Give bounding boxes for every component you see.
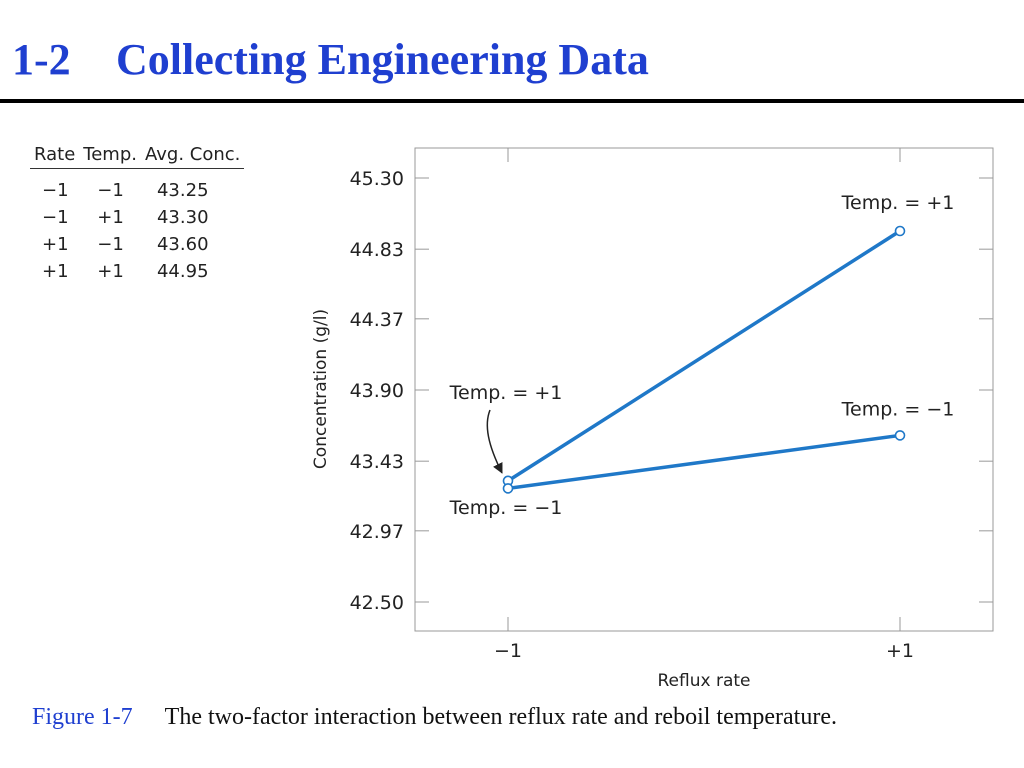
y-axis-label: Concentration (g/l) xyxy=(311,309,331,469)
table-cell-rate: +1 xyxy=(42,234,69,255)
title-rule xyxy=(0,99,1024,103)
table-header-rate: Rate xyxy=(30,144,80,169)
table-header-temp: Temp. xyxy=(79,144,141,169)
annotation-label: Temp. = −1 xyxy=(841,398,955,420)
y-tick-label: 44.37 xyxy=(350,309,404,331)
annotation-layer: Temp. = +1 Temp. = −1 Temp. = +1 Temp. = −1 xyxy=(449,192,955,519)
annotation-label: Temp. = +1 xyxy=(449,382,563,404)
figure-label: Figure 1-7 xyxy=(32,704,133,730)
table-cell-temp: +1 xyxy=(97,261,124,282)
x-axis: −1 +1 xyxy=(494,148,914,662)
annotation-arrow xyxy=(486,409,503,474)
series-line-0 xyxy=(506,229,902,483)
y-tick-label: 44.83 xyxy=(350,239,404,261)
x-tick-label: +1 xyxy=(886,640,914,662)
table-row: −1 −1 43.25 xyxy=(30,169,244,205)
table-cell-avg-conc: 43.25 xyxy=(156,180,209,201)
table-cell-rate: +1 xyxy=(42,261,69,282)
slide-title-number: 1-2 xyxy=(12,35,71,84)
interaction-chart: 45.30 44.83 44.37 43.90 43.43 42.97 42.50 −1 +1… xyxy=(311,147,994,691)
table-cell-temp: −1 xyxy=(97,180,124,201)
y-tick-label: 42.97 xyxy=(350,521,404,543)
table-header-avg-conc: Avg. Conc. xyxy=(140,144,245,169)
table-cell-temp: −1 xyxy=(97,234,124,255)
y-tick-label: 43.90 xyxy=(350,380,404,402)
series-line-1 xyxy=(506,433,902,491)
x-axis-label: Reflux rate xyxy=(658,671,751,691)
table-row: +1 −1 43.60 xyxy=(30,231,244,258)
data-point xyxy=(502,483,514,494)
x-tick-label: −1 xyxy=(494,640,522,662)
y-tick-label: 42.50 xyxy=(350,592,404,614)
slide-title: 1-2 Collecting Engineering Data xyxy=(12,38,649,82)
figure-caption: Figure 1-7 The two-factor interaction bet… xyxy=(32,704,837,731)
y-tick-label: 45.30 xyxy=(350,168,404,190)
y-tick-label: 43.43 xyxy=(350,451,404,473)
table-row: −1 +1 43.30 xyxy=(30,204,244,231)
slide-title-text: Collecting Engineering Data xyxy=(116,35,649,84)
table-header-row: Rate Temp. Avg. Conc. xyxy=(30,144,245,169)
table-cell-rate: −1 xyxy=(42,207,69,228)
table-cell-avg-conc: 43.60 xyxy=(156,234,209,255)
table-cell-temp: +1 xyxy=(97,207,124,228)
data-point xyxy=(894,225,906,237)
table-cell-avg-conc: 44.95 xyxy=(156,261,209,282)
table-row: +1 +1 44.95 xyxy=(30,258,244,285)
data-point xyxy=(894,430,906,441)
data-table: Rate Temp. Avg. Conc. −1 −1 43.25 −1 +1 … xyxy=(30,144,245,285)
table-cell-rate: −1 xyxy=(42,180,69,201)
annotation-label: Temp. = −1 xyxy=(449,497,563,519)
y-axis: 45.30 44.83 44.37 43.90 43.43 42.97 42.50 xyxy=(350,168,993,614)
series-layer xyxy=(502,225,906,494)
annotation-label: Temp. = +1 xyxy=(841,192,955,214)
figure-caption-text: The two-factor interaction between reflu… xyxy=(164,704,837,730)
table-cell-avg-conc: 43.30 xyxy=(156,207,209,228)
